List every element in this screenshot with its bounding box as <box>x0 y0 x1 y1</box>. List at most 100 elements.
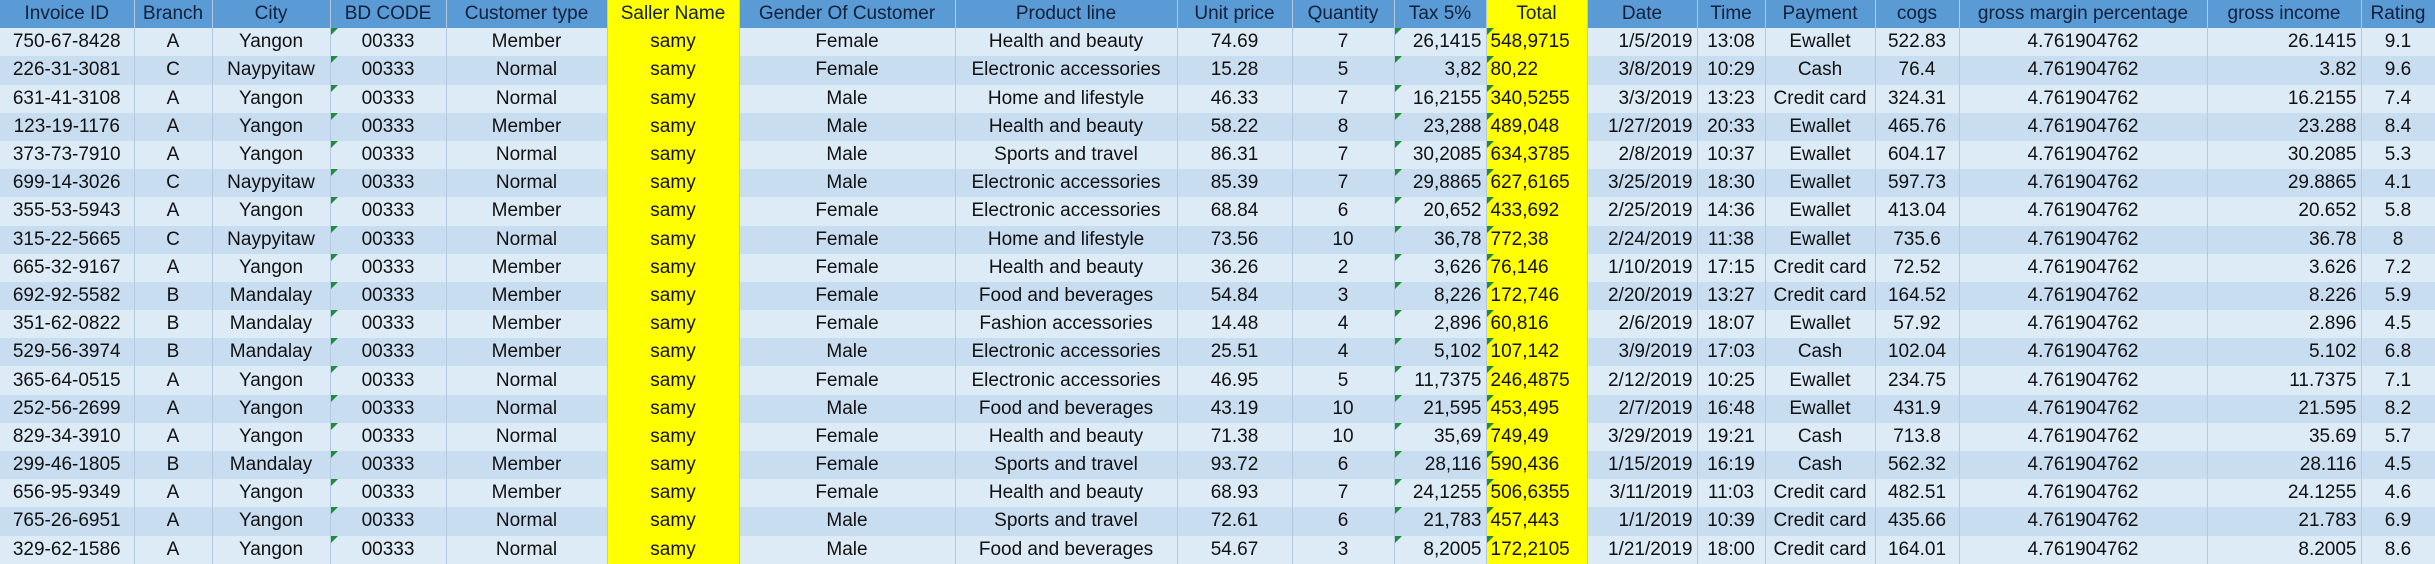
cell: Yangon <box>212 479 331 508</box>
cell: 765-26-6951 <box>0 507 135 536</box>
cell: samy <box>607 225 740 254</box>
cell: 21,783 <box>1394 507 1487 536</box>
cell: 13:23 <box>1697 84 1766 113</box>
cell: samy <box>607 56 740 85</box>
cell: 7.1 <box>2361 366 2435 395</box>
cell: Ewallet <box>1765 310 1876 339</box>
cell: Normal <box>446 225 608 254</box>
cell: 453,495 <box>1486 394 1588 423</box>
cell: Female <box>739 56 956 85</box>
cell: Normal <box>446 84 608 113</box>
cell: 18:00 <box>1697 535 1766 564</box>
cell: Cash <box>1765 422 1876 451</box>
cell: A <box>134 112 213 141</box>
cell: 4.761904762 <box>1959 338 2208 367</box>
cell: 10:25 <box>1697 366 1766 395</box>
cell: 16:48 <box>1697 394 1766 423</box>
cell: 18:07 <box>1697 310 1766 339</box>
cell: Health and beauty <box>955 28 1178 57</box>
cell: Male <box>739 140 956 170</box>
cell: samy <box>607 422 740 451</box>
cell: Yangon <box>212 112 331 141</box>
cell: 54.84 <box>1177 281 1293 311</box>
cell: 699-14-3026 <box>0 169 135 198</box>
cell: 5.3 <box>2361 140 2435 170</box>
cell: 431.9 <box>1875 394 1960 423</box>
cell: Female <box>739 253 956 282</box>
cell: 8 <box>1292 112 1395 141</box>
cell: 2/6/2019 <box>1587 310 1698 339</box>
cell: 4.761904762 <box>1959 28 2208 57</box>
cell: Electronic accessories <box>955 169 1178 198</box>
cell: Female <box>739 479 956 508</box>
cell: Member <box>446 310 608 339</box>
cell: 1/27/2019 <box>1587 112 1698 141</box>
cell: 00333 <box>330 310 447 339</box>
cell: 457,443 <box>1486 507 1588 536</box>
cell: 373-73-7910 <box>0 140 135 170</box>
cell: 2/20/2019 <box>1587 281 1698 311</box>
cell: 6 <box>1292 197 1395 226</box>
cell: 43.19 <box>1177 394 1293 423</box>
cell: Female <box>739 28 956 57</box>
table-row: 365-64-0515 A Yangon 00333 Normal samy Female E… <box>0 366 2435 395</box>
cell: 529-56-3974 <box>0 338 135 367</box>
cell: 00333 <box>330 507 447 536</box>
cell: Credit card <box>1765 479 1876 508</box>
cell: Electronic accessories <box>955 338 1178 367</box>
table-row: 692-92-5582 B Mandalay 00333 Member samy Femal… <box>0 281 2435 311</box>
cell: 00333 <box>330 338 447 367</box>
cell: Health and beauty <box>955 422 1178 451</box>
cell: Female <box>739 197 956 226</box>
cell: 749,49 <box>1486 422 1588 451</box>
table-row: 329-62-1586 A Yangon 00333 Normal samy Male Foo… <box>0 535 2435 564</box>
cell: samy <box>607 366 740 395</box>
cell: 4.5 <box>2361 451 2435 480</box>
cell: 3/3/2019 <box>1587 84 1698 113</box>
cell: 8.4 <box>2361 112 2435 141</box>
cell: Member <box>446 338 608 367</box>
cell: 8.2 <box>2361 394 2435 423</box>
cell: 433,692 <box>1486 197 1588 226</box>
cell: Cash <box>1765 56 1876 85</box>
cell: 3/9/2019 <box>1587 338 1698 367</box>
cell: 54.67 <box>1177 535 1293 564</box>
cell: Mandalay <box>212 281 331 311</box>
cell: samy <box>607 479 740 508</box>
header-cell: Rating <box>2361 0 2435 29</box>
cell: samy <box>607 197 740 226</box>
cell: 4.5 <box>2361 310 2435 339</box>
cell: 2/25/2019 <box>1587 197 1698 226</box>
cell: Mandalay <box>212 338 331 367</box>
cell: 3/29/2019 <box>1587 422 1698 451</box>
cell: 5.8 <box>2361 197 2435 226</box>
cell: Ewallet <box>1765 394 1876 423</box>
cell: A <box>134 28 213 57</box>
cell: 73.56 <box>1177 225 1293 254</box>
cell: Ewallet <box>1765 366 1876 395</box>
cell: 60,816 <box>1486 310 1588 339</box>
header-cell: Quantity <box>1292 0 1395 29</box>
cell: 7 <box>1292 479 1395 508</box>
header-cell: Payment <box>1765 0 1876 29</box>
cell: 72.52 <box>1875 253 1960 282</box>
cell: Male <box>739 84 956 113</box>
cell: 4.761904762 <box>1959 84 2208 113</box>
cell: 9.6 <box>2361 56 2435 85</box>
cell: samy <box>607 451 740 480</box>
cell: 20.652 <box>2207 197 2362 226</box>
cell: 315-22-5665 <box>0 225 135 254</box>
cell: Electronic accessories <box>955 56 1178 85</box>
table-row: 699-14-3026 C Naypyitaw 00333 Normal samy Male… <box>0 169 2435 198</box>
cell: 14.48 <box>1177 310 1293 339</box>
cell: Yangon <box>212 366 331 395</box>
header-cell: City <box>212 0 331 29</box>
cell: samy <box>607 338 740 367</box>
cell: Sports and travel <box>955 507 1178 536</box>
cell: B <box>134 451 213 480</box>
header-cell: Product line <box>955 0 1178 29</box>
cell: Yangon <box>212 422 331 451</box>
cell: 11:38 <box>1697 225 1766 254</box>
cell: 24,1255 <box>1394 479 1487 508</box>
cell: 3,626 <box>1394 253 1487 282</box>
